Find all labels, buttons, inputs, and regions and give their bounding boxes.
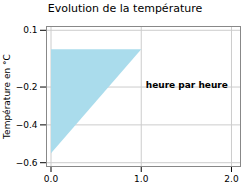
svg-text:0.1: 0.1 [23,25,37,35]
svg-text:2.0: 2.0 [224,174,239,184]
svg-text:−0.6: −0.6 [16,158,38,168]
svg-text:−0.2: −0.2 [16,82,38,92]
svg-text:−0.4: −0.4 [16,120,38,130]
svg-text:Température en °C: Température en °C [2,54,12,140]
svg-text:heure par heure: heure par heure [146,80,228,90]
svg-text:1.0: 1.0 [134,174,149,184]
html-text:Evolution de la température: Evolution de la température [47,2,203,15]
svg-text:0.0: 0.0 [44,174,59,184]
